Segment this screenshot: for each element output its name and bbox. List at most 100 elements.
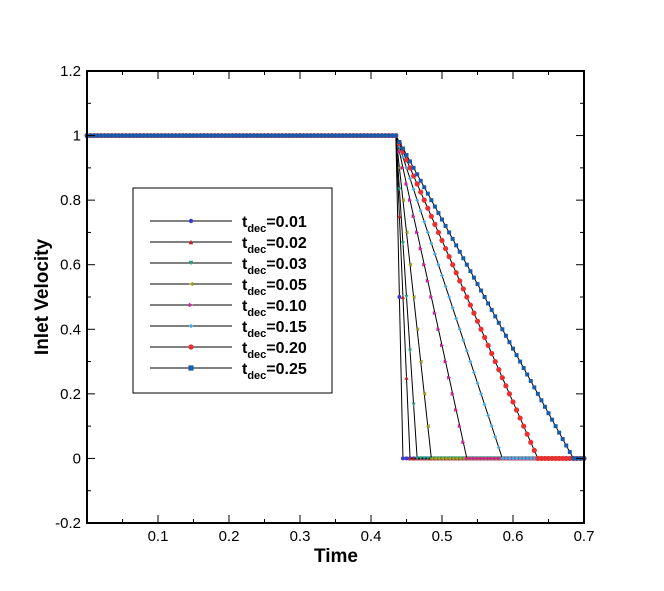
data-point — [400, 155, 405, 160]
data-point — [404, 182, 409, 186]
data-point — [315, 133, 320, 138]
data-point — [453, 270, 459, 276]
data-point — [95, 133, 100, 138]
data-point — [496, 456, 501, 461]
data-point — [166, 133, 171, 138]
data-point — [184, 133, 189, 138]
data-point — [230, 133, 235, 138]
data-point — [287, 133, 292, 138]
data-point — [517, 415, 523, 421]
data-point — [454, 408, 459, 412]
data-point — [397, 187, 402, 192]
data-point — [457, 327, 462, 332]
data-point — [518, 359, 523, 364]
legend-entry: tdec=0.01 — [150, 214, 307, 235]
data-point — [138, 133, 143, 138]
data-point — [266, 133, 271, 138]
data-point — [492, 358, 498, 365]
data-point — [546, 411, 551, 416]
data-point — [205, 133, 210, 138]
data-point — [404, 165, 409, 170]
data-point — [514, 456, 519, 461]
data-point — [461, 256, 466, 261]
data-point — [425, 205, 431, 211]
data-point — [468, 269, 473, 274]
data-point — [507, 340, 512, 345]
data-point — [141, 133, 146, 138]
data-point — [163, 133, 168, 138]
data-point — [429, 456, 434, 461]
data-point — [156, 133, 160, 138]
data-point — [425, 230, 430, 235]
data-point — [241, 133, 246, 138]
data-point — [415, 327, 420, 332]
y-tick-label: 0.4 — [60, 321, 81, 338]
y-tick-label: 0.8 — [60, 192, 81, 209]
data-point — [457, 249, 462, 254]
data-point — [436, 211, 441, 216]
data-point — [560, 437, 565, 442]
data-point — [386, 133, 391, 138]
data-point — [397, 149, 402, 154]
data-point — [322, 133, 327, 138]
data-point — [521, 456, 526, 461]
legend-label: tdec=0.25 — [242, 361, 307, 382]
data-point — [461, 440, 466, 445]
data-point — [475, 456, 480, 461]
data-point — [223, 133, 228, 138]
legend-label: tdec=0.10 — [242, 298, 307, 319]
data-point — [418, 178, 423, 183]
data-point — [503, 456, 508, 461]
data-point — [496, 320, 501, 325]
legend-marker — [188, 218, 194, 224]
data-point — [365, 133, 370, 138]
data-point — [482, 402, 487, 407]
data-point — [468, 359, 473, 364]
data-point — [500, 327, 505, 332]
data-point — [450, 305, 455, 310]
data-point — [514, 353, 519, 358]
data-point — [372, 133, 377, 138]
data-point — [489, 350, 495, 357]
legend-marker — [188, 239, 194, 245]
data-point — [258, 133, 263, 138]
data-point — [425, 424, 430, 429]
y-tick-label: 0.2 — [60, 386, 81, 403]
data-point — [418, 189, 424, 195]
legend-entry: tdec=0.20 — [150, 340, 307, 361]
data-point — [479, 288, 484, 293]
data-point — [524, 431, 530, 437]
y-tick-label: 0 — [73, 450, 81, 467]
data-point — [351, 133, 356, 138]
data-point — [525, 456, 530, 461]
data-point — [415, 172, 420, 177]
data-point — [400, 146, 405, 151]
data-point — [400, 241, 405, 246]
data-point — [411, 173, 417, 179]
data-point — [408, 198, 413, 203]
data-point — [429, 198, 434, 203]
data-point — [464, 456, 469, 461]
data-point — [390, 133, 395, 138]
data-point — [542, 404, 547, 409]
data-point — [227, 133, 231, 138]
data-point — [408, 176, 413, 181]
data-point — [450, 456, 455, 461]
y-tick-label: 0.6 — [60, 257, 81, 274]
data-point — [486, 413, 491, 418]
legend-marker — [188, 323, 194, 329]
data-point — [532, 456, 537, 461]
data-point — [237, 133, 242, 138]
data-point — [198, 133, 203, 138]
data-point — [482, 295, 487, 299]
data-point — [244, 133, 249, 138]
data-point — [113, 133, 118, 138]
data-point — [432, 204, 437, 209]
data-point — [525, 372, 530, 377]
data-point — [397, 165, 402, 170]
data-point — [442, 245, 449, 252]
data-point — [506, 391, 513, 397]
data-point — [496, 367, 502, 373]
y-tick-label: -0.2 — [55, 515, 81, 532]
data-point — [539, 398, 544, 403]
